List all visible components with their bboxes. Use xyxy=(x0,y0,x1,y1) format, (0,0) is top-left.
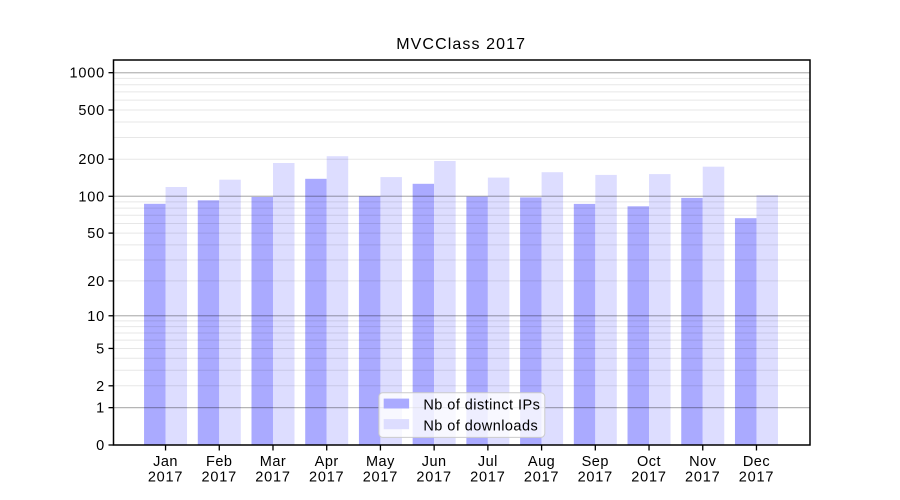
svg-text:0: 0 xyxy=(96,438,105,454)
svg-text:Nov: Nov xyxy=(689,454,717,470)
svg-text:Dec: Dec xyxy=(743,454,770,470)
svg-text:Sep: Sep xyxy=(582,454,609,470)
svg-text:2017: 2017 xyxy=(685,469,720,485)
svg-text:Jan: Jan xyxy=(153,454,178,470)
svg-text:2017: 2017 xyxy=(470,469,505,485)
svg-text:500: 500 xyxy=(78,103,105,119)
svg-text:2017: 2017 xyxy=(148,469,183,485)
svg-text:Feb: Feb xyxy=(206,454,233,470)
svg-text:MVCClass 2017: MVCClass 2017 xyxy=(396,36,526,53)
svg-text:2017: 2017 xyxy=(739,469,774,485)
svg-text:Oct: Oct xyxy=(637,454,661,470)
svg-text:20: 20 xyxy=(87,274,105,290)
svg-text:Jul: Jul xyxy=(478,454,498,470)
svg-text:50: 50 xyxy=(87,226,105,242)
svg-text:100: 100 xyxy=(78,189,105,205)
svg-text:2: 2 xyxy=(96,379,105,395)
svg-text:2017: 2017 xyxy=(578,469,613,485)
svg-text:Mar: Mar xyxy=(260,454,286,470)
svg-text:10: 10 xyxy=(87,309,105,325)
svg-text:Apr: Apr xyxy=(315,454,339,470)
svg-text:Jun: Jun xyxy=(422,454,447,470)
svg-text:2017: 2017 xyxy=(631,469,666,485)
svg-text:1: 1 xyxy=(96,401,105,417)
svg-text:May: May xyxy=(366,454,395,470)
svg-text:2017: 2017 xyxy=(309,469,344,485)
svg-text:2017: 2017 xyxy=(255,469,290,485)
svg-text:2017: 2017 xyxy=(202,469,237,485)
svg-text:2017: 2017 xyxy=(416,469,451,485)
svg-text:Nb of downloads: Nb of downloads xyxy=(423,418,538,434)
svg-text:200: 200 xyxy=(78,152,105,168)
svg-text:2017: 2017 xyxy=(363,469,398,485)
svg-text:Aug: Aug xyxy=(528,454,555,470)
svg-text:5: 5 xyxy=(96,341,105,357)
svg-text:2017: 2017 xyxy=(524,469,559,485)
svg-text:Nb of distinct IPs: Nb of distinct IPs xyxy=(423,398,540,414)
svg-text:1000: 1000 xyxy=(70,66,105,82)
